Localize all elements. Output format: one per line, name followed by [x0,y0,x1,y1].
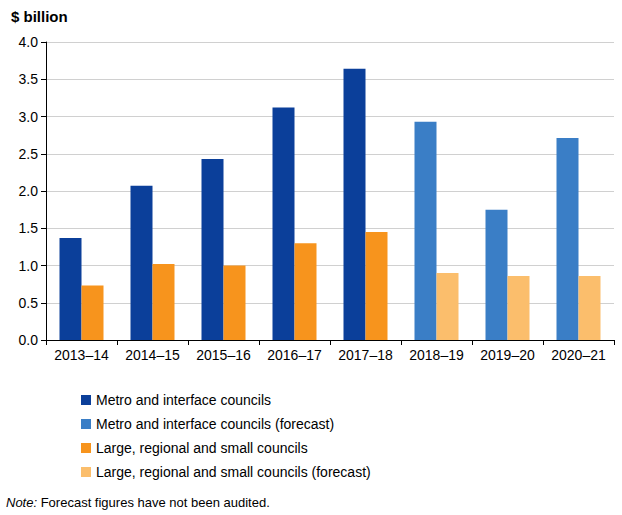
svg-text:2016–17: 2016–17 [267,347,322,363]
svg-text:Large, regional and small coun: Large, regional and small councils (fore… [96,464,371,480]
svg-text:2014–15: 2014–15 [125,347,180,363]
svg-text:0.5: 0.5 [19,295,39,311]
svg-text:4.0: 4.0 [19,34,39,50]
svg-text:Large, regional and small coun: Large, regional and small councils [96,440,308,456]
svg-text:2.5: 2.5 [19,146,39,162]
svg-text:2015–16: 2015–16 [196,347,251,363]
svg-text:Metro and interface councils (: Metro and interface councils (forecast) [96,416,334,432]
svg-text:3.5: 3.5 [19,71,39,87]
svg-text:2017–18: 2017–18 [338,347,393,363]
svg-text:3.0: 3.0 [19,109,39,125]
svg-text:Forecast figures have not been: Forecast figures have not been audited. [37,495,270,510]
svg-text:2018–19: 2018–19 [409,347,464,363]
svg-text:2019–20: 2019–20 [480,347,535,363]
svg-text:0.0: 0.0 [19,332,39,348]
svg-text:1.0: 1.0 [19,258,39,274]
svg-text:2013–14: 2013–14 [54,347,109,363]
svg-text:2020–21: 2020–21 [551,347,606,363]
svg-text:Note:: Note: [6,495,37,510]
svg-text:1.5: 1.5 [19,220,39,236]
svg-text:Metro and interface councils: Metro and interface councils [96,392,271,408]
svg-text:$ billion: $ billion [11,8,68,25]
svg-text:2.0: 2.0 [19,183,39,199]
